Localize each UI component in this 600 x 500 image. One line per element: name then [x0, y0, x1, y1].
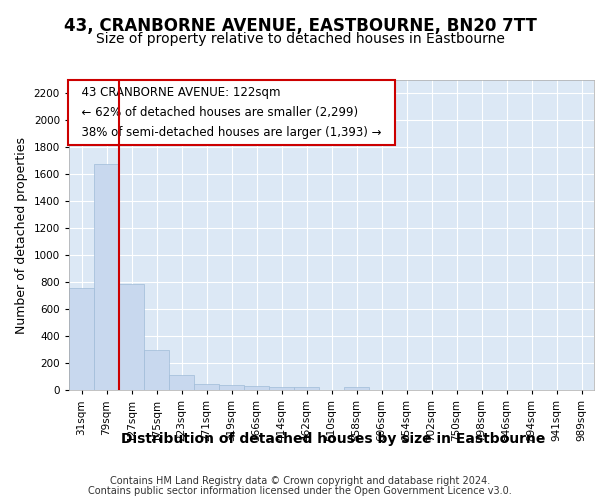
Bar — [194, 384, 219, 390]
Text: Contains public sector information licensed under the Open Government Licence v3: Contains public sector information licen… — [88, 486, 512, 496]
Y-axis label: Number of detached properties: Number of detached properties — [15, 136, 28, 334]
Text: Contains HM Land Registry data © Crown copyright and database right 2024.: Contains HM Land Registry data © Crown c… — [110, 476, 490, 486]
Text: 43 CRANBORNE AVENUE: 122sqm  
  ← 62% of detached houses are smaller (2,299)  
 : 43 CRANBORNE AVENUE: 122sqm ← 62% of det… — [74, 86, 389, 139]
Text: 43, CRANBORNE AVENUE, EASTBOURNE, BN20 7TT: 43, CRANBORNE AVENUE, EASTBOURNE, BN20 7… — [64, 18, 536, 36]
Bar — [69, 288, 94, 390]
Bar — [169, 374, 194, 390]
Text: Size of property relative to detached houses in Eastbourne: Size of property relative to detached ho… — [95, 32, 505, 46]
Bar — [294, 387, 319, 390]
Bar — [219, 386, 244, 390]
Bar — [269, 387, 294, 390]
Bar — [244, 386, 269, 390]
Bar — [344, 387, 369, 390]
Text: Distribution of detached houses by size in Eastbourne: Distribution of detached houses by size … — [121, 432, 545, 446]
Bar — [94, 164, 119, 390]
Bar — [144, 350, 169, 390]
Bar — [119, 284, 144, 390]
